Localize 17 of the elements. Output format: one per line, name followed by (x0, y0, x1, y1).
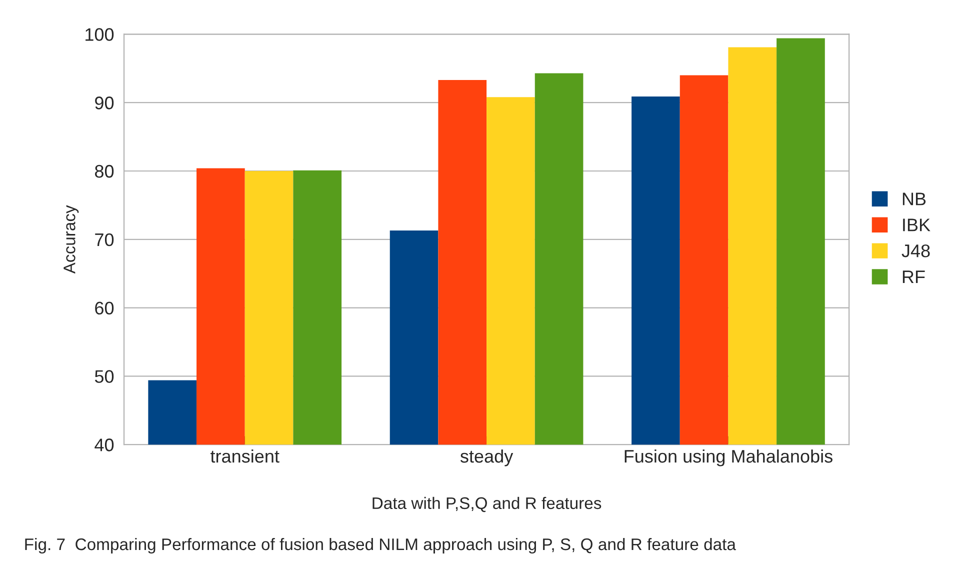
y-tick-label: 40 (94, 438, 114, 452)
x-tick-label: steady (460, 449, 514, 466)
y-axis-title: Accuracy (64, 205, 79, 274)
y-tick-label: 50 (94, 370, 114, 383)
caption: Fig. 7 Comparing Performance of fusion based NILM approach using P, S, Q and R feature data (25, 538, 736, 554)
legend-label: J48 (902, 244, 930, 258)
y-tick-label: 60 (95, 302, 114, 315)
x-tick-label: transient (210, 449, 280, 463)
y-tick-label: 70 (95, 233, 114, 246)
x-tick-label: Fusion using Mahalanobis (624, 449, 832, 466)
x-axis-title: Data with P,S,Q and R features (372, 496, 602, 512)
y-tick-label: 90 (95, 96, 114, 110)
legend-label: NB (902, 192, 926, 206)
y-tick-label: 80 (95, 164, 114, 178)
y-tick-label: 100 (86, 28, 114, 41)
legend-label: RF (902, 270, 925, 284)
legend-label: IBK (903, 218, 930, 232)
